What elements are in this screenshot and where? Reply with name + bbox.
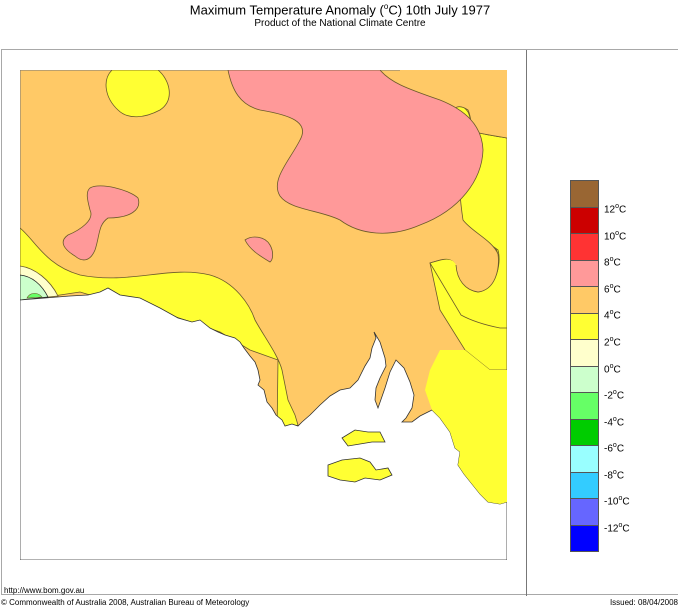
bom-url-link[interactable]: http://www.bom.gov.au bbox=[4, 586, 85, 595]
legend-divider bbox=[526, 50, 527, 596]
legend-label: -8oC bbox=[604, 469, 625, 482]
legend-label: 8oC bbox=[604, 256, 621, 269]
title-text: Maximum Temperature Anomaly ( bbox=[189, 2, 384, 18]
legend-swatch bbox=[571, 340, 598, 367]
issued-date: Issued: 08/04/2008 bbox=[609, 598, 678, 607]
legend-swatch bbox=[571, 525, 598, 551]
anomaly-6-8-small bbox=[244, 236, 274, 263]
degree-sign: o bbox=[383, 2, 389, 11]
color-legend bbox=[570, 180, 599, 552]
legend-swatch bbox=[571, 234, 598, 261]
legend-swatch bbox=[571, 181, 598, 208]
legend-swatch bbox=[571, 313, 598, 340]
anomaly-neg2-0-arc bbox=[20, 274, 49, 301]
anomaly-neg4-neg2-arc bbox=[26, 293, 43, 299]
legend-swatch bbox=[571, 446, 598, 473]
map-title: Maximum Temperature Anomaly (oC) 10th Ju… bbox=[0, 0, 680, 18]
legend-swatch bbox=[571, 499, 598, 526]
map-subtitle: Product of the National Climate Centre bbox=[254, 18, 426, 29]
legend-swatch bbox=[571, 207, 598, 234]
title-date: C) 10th July 1977 bbox=[388, 2, 491, 18]
legend-label: 12oC bbox=[604, 203, 627, 216]
legend-label: -10oC bbox=[604, 495, 630, 508]
anomaly-6-8-west bbox=[62, 185, 140, 261]
legend-swatch bbox=[571, 366, 598, 393]
legend-label: 10oC bbox=[604, 230, 627, 243]
legend-label: 0oC bbox=[604, 363, 621, 376]
yorke-peninsula-tip bbox=[341, 429, 386, 447]
legend-label: 4oC bbox=[604, 309, 621, 322]
legend-label: -4oC bbox=[604, 416, 625, 429]
copyright-notice: © Commonwealth of Australia 2008, Austra… bbox=[1, 598, 250, 607]
legend-swatch bbox=[571, 260, 598, 287]
kangaroo-island bbox=[327, 457, 393, 483]
legend-swatch bbox=[571, 287, 598, 314]
legend-label: -6oC bbox=[604, 442, 625, 455]
temperature-anomaly-map bbox=[20, 70, 507, 560]
legend-label: -2oC bbox=[604, 389, 625, 402]
anomaly-6-8-north-east bbox=[227, 70, 484, 234]
legend-swatch bbox=[571, 393, 598, 420]
legend-swatch bbox=[571, 419, 598, 446]
legend-label: 6oC bbox=[604, 283, 621, 296]
legend-swatch bbox=[571, 472, 598, 499]
map-frame bbox=[1, 49, 678, 595]
anomaly-2-4-north bbox=[105, 70, 170, 118]
legend-label: -12oC bbox=[604, 522, 630, 535]
legend-label: 2oC bbox=[604, 336, 621, 349]
